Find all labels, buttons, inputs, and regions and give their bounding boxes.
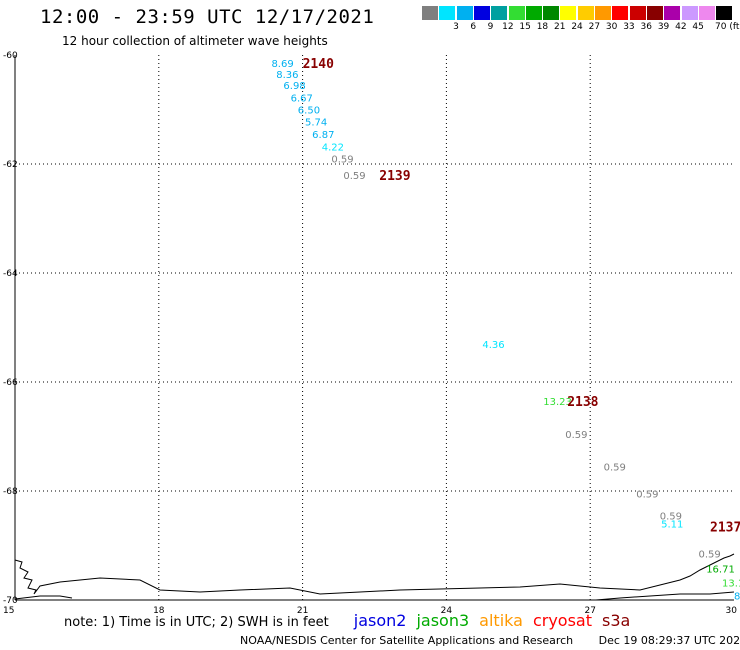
lat-tick-label: -68 [3,487,18,497]
scale-swatch [543,6,560,20]
lon-tick-label: 21 [297,606,308,616]
scale-swatch [422,6,438,20]
swh-value-label: 16.71 [706,564,735,575]
units-note: note: 1) Time is in UTC; 2) SWH is in fe… [64,615,329,630]
satellite-legend-entry: s3a [601,611,631,630]
lat-tick-label: -66 [3,378,18,388]
swh-value-label: 13.1 [722,579,740,590]
scale-swatch [646,6,663,20]
scale-swatch [560,6,577,20]
swh-value-label: 5.11 [661,520,683,531]
coastline [14,591,735,601]
antarctic-coastline [14,553,735,601]
scale-swatch [577,6,594,20]
scale-label: 36 [640,22,652,32]
satellite-legend-entry: cryosat [532,611,592,630]
axis-tick-labels: 15 18 21 24 27 30 -60 -62 -64 -66 -68 -70 [3,51,737,616]
scale-swatch [439,6,456,20]
swh-value-label: 8.69 [271,59,293,70]
satellite-legend-entry: altika [479,611,523,630]
swh-value-label: 6.98 [283,81,305,92]
swh-value-label: 6.50 [298,106,320,117]
scale-label: 3 [453,22,459,32]
lon-tick-label: 15 [3,606,14,616]
swh-value-label: 0.59 [565,430,587,441]
lat-tick-label: -60 [3,51,18,61]
map-frame [14,55,734,601]
satellite-legend-entry: jason2 [353,611,407,630]
scale-label: 42 [675,22,687,32]
scale-unit-label: 70 (ft) [715,22,740,32]
lat-tick-label: -62 [3,160,18,170]
scale-label: 18 [536,22,549,32]
scale-swatch [698,6,715,20]
scale-swatch [595,6,611,20]
scale-label: 9 [487,22,494,32]
scale-swatch [681,6,698,20]
pass-number-label: 2138 [567,395,598,410]
scale-label: 45 [692,22,704,32]
scale-label: 21 [554,22,566,32]
scale-swatch [491,6,508,20]
lat-tick-label: -64 [3,269,18,279]
scale-swatch [716,6,733,20]
swh-value-label: 13.23 [543,397,572,408]
lat-tick-label: -70 [3,596,18,606]
swh-value-label: 0.59 [699,550,721,561]
credit-line: NOAA/NESDIS Center for Satellite Applica… [240,634,740,647]
scale-swatch [456,6,473,20]
swh-value-label: 4.22 [322,143,344,154]
swh-value-label: 8 [734,592,740,603]
scale-swatch [664,6,681,20]
swh-value-label: 8.36 [276,70,298,81]
coastline [14,553,735,595]
satellite-legend-entry: jason3 [416,611,470,630]
swh-value-label: 0.59 [636,490,658,501]
satellite-legend: jason2 jason3 altika cryosat s3a [354,611,641,630]
swh-value-label: 4.36 [482,340,504,351]
lon-tick-label: 30 [726,606,738,616]
map-title: 12:00 - 23:59 UTC 12/17/2021 [40,6,375,28]
swh-value-label: 0.59 [660,512,682,523]
swh-value-label: 0.59 [343,171,365,182]
credit-text: NOAA/NESDIS Center for Satellite Applica… [240,634,574,647]
scale-label: 15 [519,22,531,32]
lon-tick-label: 27 [584,606,595,616]
swh-value-label: 5.74 [305,117,327,128]
generation-timestamp: Dec 19 08:29:37 UTC 2021 [598,634,740,647]
scale-swatch [525,6,542,20]
swh-labels: 8.698.366.986.676.505.746.874.220.590.59… [271,59,740,602]
lon-tick-label: 18 [153,606,165,616]
lon-tick-label: 24 [441,606,453,616]
swh-value-label: 0.59 [331,155,353,166]
scale-swatch [629,6,646,20]
pass-number-label: 2137 [710,520,740,535]
swh-value-label: 0.59 [604,462,626,473]
footer-note-line: note: 1) Time is in UTC; 2) SWH is in fe… [64,611,640,630]
scale-label: 6 [470,22,477,32]
swh-value-label: 6.87 [312,130,334,141]
map-grid [15,55,734,600]
map-subtitle: 12 hour collection of altimeter wave hei… [62,34,328,48]
scale-swatch [508,6,525,20]
scale-label: 30 [605,22,618,32]
scale-label: 24 [571,22,583,32]
pass-labels: 2140 2139 2138 2137 [303,57,740,535]
pass-number-label: 2139 [379,169,410,184]
scale-label: 39 [657,22,670,32]
scale-label: 27 [588,22,601,32]
swh-value-label: 6.67 [291,94,313,105]
scale-swatch [612,6,629,20]
scale-label: 33 [623,22,635,32]
pass-number-label: 2140 [303,57,334,72]
scale-label: 12 [502,22,514,32]
scale-swatch [473,6,490,20]
